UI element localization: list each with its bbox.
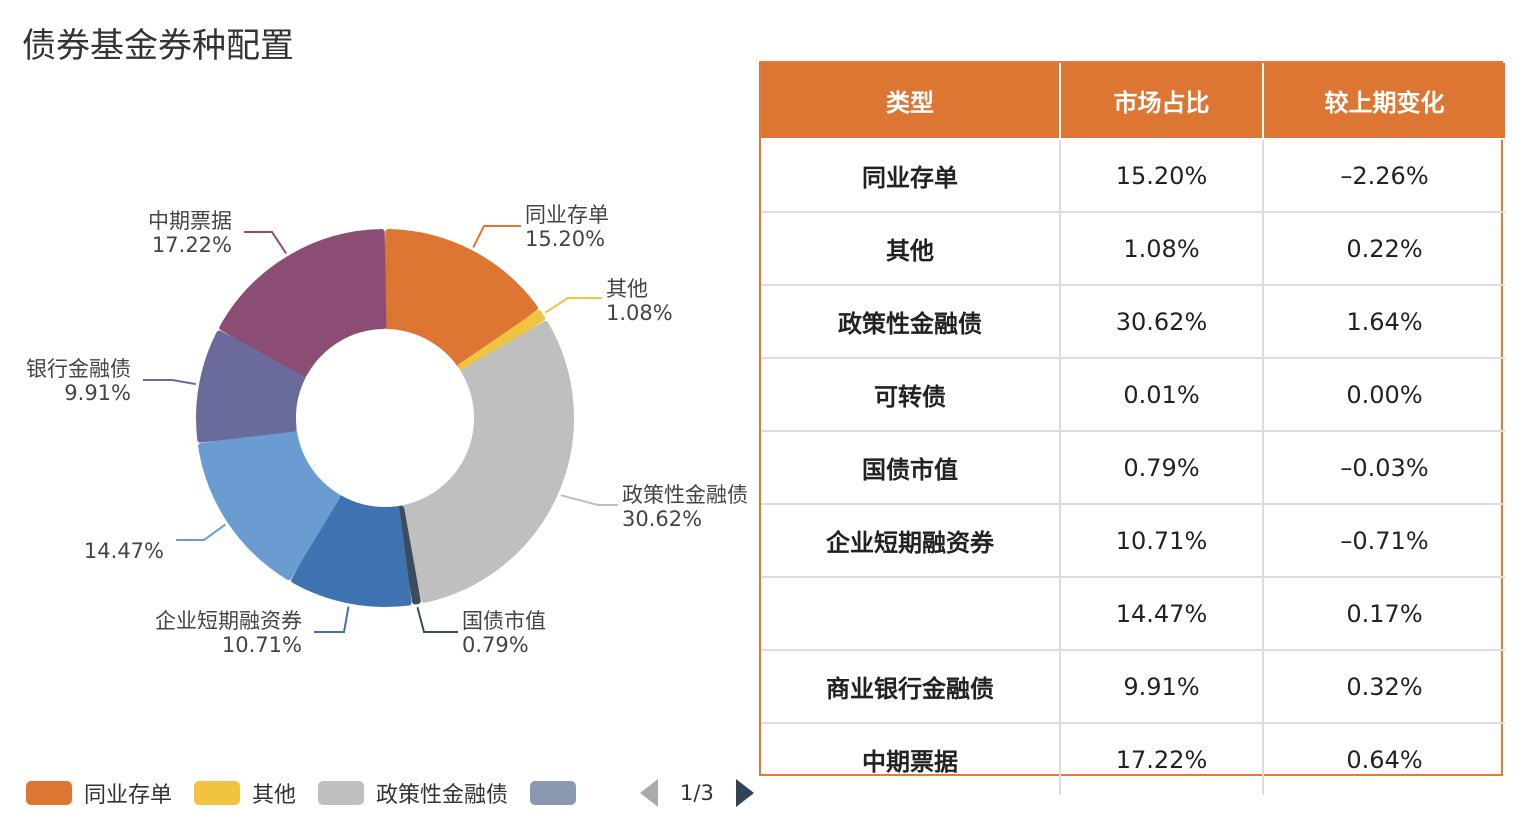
- legend-swatch: [194, 781, 241, 805]
- table-row: 国债市值 0.79% –0.03%: [761, 431, 1505, 505]
- cell-share: 9.91%: [1060, 650, 1264, 724]
- donut-slice[interactable]: [219, 229, 387, 377]
- cell-change: 0.00%: [1263, 358, 1505, 432]
- donut-slice[interactable]: [396, 505, 421, 605]
- table-row: 企业短期融资券 10.71% –0.71%: [761, 504, 1505, 578]
- label-leader-line: [176, 523, 226, 541]
- slice-label-value: 30.62%: [622, 507, 702, 531]
- donut-slice[interactable]: [401, 320, 574, 603]
- cell-change: –0.03%: [1263, 431, 1505, 505]
- legend-item[interactable]: [530, 781, 588, 805]
- slice-label-name: 国债市值: [462, 609, 546, 633]
- cell-change: 0.22%: [1263, 212, 1505, 286]
- table-header-row: 类型 市场占比 较上期变化: [761, 63, 1505, 140]
- legend-pager: 1/3: [640, 779, 754, 807]
- table-row: 同业存单 15.20% –2.26%: [761, 139, 1505, 213]
- slice-label-value: 1.08%: [606, 301, 673, 325]
- cell-share: 17.22%: [1060, 723, 1264, 795]
- table-row: 政策性金融债 30.62% 1.64%: [761, 285, 1505, 359]
- slice-label-name: 同业存单: [525, 203, 609, 227]
- slice-label-value: 9.91%: [64, 381, 131, 405]
- cell-type: 商业银行金融债: [761, 650, 1061, 724]
- allocation-table: 类型 市场占比 较上期变化 同业存单 15.20% –2.26% 其他 1.08% 0.2…: [759, 61, 1505, 795]
- cell-change: 0.64%: [1346, 745, 1423, 774]
- legend-label: 同业存单: [84, 783, 173, 808]
- slice-label-name: 中期票据: [148, 209, 232, 233]
- header-type: 类型: [761, 63, 1061, 140]
- header-share: 市场占比: [1060, 63, 1264, 140]
- legend-label: 政策性金融债: [376, 783, 509, 808]
- cell-type: 中期票据: [761, 723, 1061, 795]
- table-row: 其他 1.08% 0.22%: [761, 212, 1505, 286]
- donut-slice[interactable]: [383, 229, 538, 367]
- header-change: 较上期变化: [1263, 63, 1505, 140]
- label-leader-line: [314, 606, 350, 633]
- cell-type: 其他: [761, 212, 1061, 286]
- slice-label-value: 14.47%: [84, 539, 164, 563]
- cell-share: 10.71%: [1060, 504, 1264, 578]
- cell-type: 企业短期融资券: [761, 504, 1061, 578]
- legend-page-indicator: 1/3: [680, 781, 714, 805]
- legend-swatch: [26, 781, 72, 805]
- cell-type: 政策性金融债: [761, 285, 1061, 359]
- label-leader-line: [244, 231, 287, 254]
- cell-share: 15.20%: [1060, 139, 1264, 213]
- legend-next-page-icon[interactable]: [735, 779, 754, 807]
- legend-item[interactable]: 政策性金融债: [318, 777, 508, 809]
- donut-slice[interactable]: [198, 428, 341, 581]
- donut-slice[interactable]: [291, 495, 412, 607]
- legend-item[interactable]: 同业存单: [26, 777, 172, 809]
- legend-item[interactable]: 其他: [194, 777, 296, 809]
- label-leader-line: [416, 606, 458, 633]
- slice-label-value: 0.79%: [462, 633, 529, 657]
- cell-type: 同业存单: [761, 139, 1061, 213]
- slice-label-value: 17.22%: [152, 233, 232, 257]
- label-leader-line: [544, 297, 602, 314]
- donut-slice[interactable]: [196, 330, 307, 443]
- slice-label-name: 其他: [606, 277, 648, 301]
- table-row: 14.47% 0.17%: [761, 577, 1505, 651]
- label-leader-line: [143, 379, 197, 386]
- cell-share: 14.47%: [1060, 577, 1264, 651]
- cell-change: 0.17%: [1263, 577, 1505, 651]
- table-row: 中期票据 17.22% 0.64%: [761, 723, 1505, 795]
- cell-change: 1.64%: [1263, 285, 1505, 359]
- slice-label-value: 15.20%: [525, 227, 605, 251]
- slice-label-name: 企业短期融资券: [155, 609, 302, 633]
- slice-label-value: 10.71%: [222, 633, 302, 657]
- cell-change: 0.32%: [1263, 650, 1505, 724]
- cell-type: [761, 577, 1061, 651]
- label-leader-line: [560, 494, 618, 506]
- label-leader-line: [472, 225, 521, 248]
- cell-share: 0.79%: [1060, 431, 1264, 505]
- table-row: 可转债 0.01% 0.00%: [761, 358, 1505, 432]
- cell-share: 1.08%: [1060, 212, 1264, 286]
- cell-change: –2.26%: [1263, 139, 1505, 213]
- table-row: 商业银行金融债 9.91% 0.32%: [761, 650, 1505, 724]
- legend-swatch: [530, 781, 577, 805]
- page-title: 债券基金券种配置: [22, 26, 294, 66]
- cell-change: –0.71%: [1263, 504, 1505, 578]
- legend-swatch: [318, 781, 365, 805]
- cell-type: 可转债: [761, 358, 1061, 432]
- slice-label-name: 银行金融债: [26, 357, 131, 381]
- cell-type: 国债市值: [761, 431, 1061, 505]
- donut-slice[interactable]: [458, 310, 546, 372]
- cell-share: 30.62%: [1060, 285, 1264, 359]
- cell-share: 0.01%: [1060, 358, 1264, 432]
- chart-legend: 同业存单 其他 政策性金融债 1/3: [26, 776, 754, 810]
- slice-label-name: 政策性金融债: [622, 483, 748, 507]
- legend-label: 其他: [252, 783, 297, 808]
- legend-prev-page-icon[interactable]: [640, 779, 659, 807]
